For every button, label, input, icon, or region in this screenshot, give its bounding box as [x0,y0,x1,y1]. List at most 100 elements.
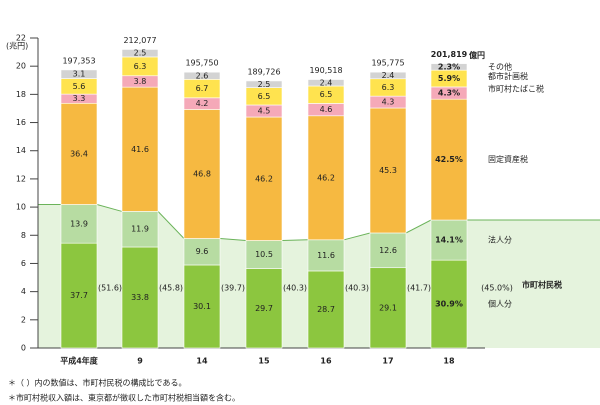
bar-segment [369,232,407,269]
bar-segment [307,239,345,272]
segment-label: 30.9% [435,300,463,309]
total-label: 197,353 [62,56,95,65]
bar-segment [60,204,98,244]
segment-label: 3.1 [73,70,86,79]
segment-label: 11.9 [131,225,149,234]
segment-label: 2.5 [134,49,147,58]
category-label: 14 [196,357,208,366]
legend-label: 市町村たばこ税 [488,84,544,94]
share-label: (45.8) [159,284,183,293]
y-tick-label: 22 [16,34,26,43]
segment-label: 4.6 [320,105,333,114]
segment-label: 29.1 [379,303,397,312]
share-label: (39.7) [221,284,245,293]
y-tick-label: 8 [21,231,26,240]
legend-label: 固定資産税 [488,154,528,164]
y-axis-label: (兆円) [6,41,28,51]
share-label: (40.3) [345,284,369,293]
segment-label: 29.7 [255,304,273,313]
segment-label: 2.5 [258,80,271,89]
total-label: 195,775 [371,59,404,68]
category-label: 18 [443,357,455,366]
total-label: 212,077 [123,36,156,45]
total-unit: 億円 [469,50,485,60]
segment-label: 5.6 [73,82,86,91]
total-label: 189,726 [247,67,280,76]
bar-segment [307,115,345,241]
segment-label: 12.6 [379,246,397,255]
bar-segment [183,264,221,349]
share-label: (45.0%) [481,284,513,293]
bar-segment [430,63,468,71]
segment-label: 2.4 [320,78,333,87]
segment-label: 2.4 [382,71,395,80]
y-tick-label: 4 [21,287,26,296]
note: ＊（ ）内の数値は、市町村民税の構成比である。 [8,378,186,388]
segment-label: 3.8 [134,77,147,86]
segment-label: 9.6 [196,247,209,256]
group-name: 市町村民税 [522,280,562,290]
category-label: 17 [382,357,393,366]
y-tick-label: 20 [16,62,26,71]
segment-label: 6.5 [320,90,333,99]
segment-label: 37.7 [70,291,88,300]
bar-segment [307,270,345,349]
segment-label: 5.9% [438,74,460,83]
y-tick-label: 12 [16,174,26,183]
bar-segment [430,219,468,261]
segment-label: 4.5 [258,107,271,116]
bar-segment [430,259,468,349]
bar-segment [121,86,159,212]
segment-label: 6.7 [196,84,209,93]
bar-segment [121,211,159,248]
bar-segment [245,268,283,349]
segment-label: 45.3 [379,166,397,175]
segment-label: 4.3% [438,89,460,98]
total-label: 190,518 [309,66,342,75]
segment-label: 6.5 [258,92,271,101]
segment-label: 2.6 [196,71,209,80]
y-tick-label: 16 [16,118,26,127]
bar-segment [121,49,159,58]
segment-label: 30.1 [193,302,211,311]
bar-segment [60,102,98,205]
segment-label: 41.6 [131,145,149,154]
segment-label: 11.6 [317,251,335,260]
y-tick-label: 6 [21,259,26,268]
category-label: 15 [258,357,270,366]
total-label: 201,819 [431,50,468,59]
segment-label: 46.2 [255,174,273,183]
category-label: 平成4年度 [60,356,99,366]
segment-label: 4.3 [382,98,395,107]
y-tick-label: 0 [21,344,26,353]
bar-segment [245,240,283,269]
bar-segment [369,71,407,80]
segment-label: 13.9 [70,219,88,228]
segment-label: 46.8 [193,169,211,178]
segment-label: 10.5 [255,250,273,259]
y-tick-label: 14 [16,146,26,155]
category-label: 16 [320,357,332,366]
segment-label: 36.4 [70,149,88,158]
bar-segment [245,80,283,88]
segment-label: 4.2 [196,99,209,108]
y-tick-label: 2 [21,315,26,324]
share-label: (40.3) [283,284,307,293]
segment-label: 33.8 [131,293,149,302]
bar-segment [369,107,407,234]
bar-segment [60,242,98,349]
segment-label: 3.3 [73,94,86,103]
legend-label: 法人分 [488,235,512,245]
bar-segment [183,71,221,80]
y-tick-label: 18 [16,90,26,99]
y-tick-label: 10 [16,203,26,212]
bar-segment [307,79,345,87]
segment-label: 46.2 [317,173,335,182]
segment-label: 14.1% [435,236,463,245]
bar-segment [430,98,468,221]
share-label: (51.6) [98,284,122,293]
segment-label: 2.3% [438,62,460,71]
legend-label: その他 [488,61,512,71]
total-label: 195,750 [185,59,218,68]
